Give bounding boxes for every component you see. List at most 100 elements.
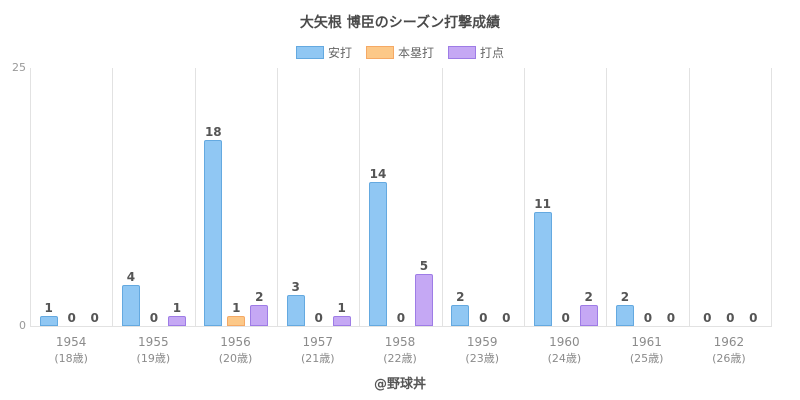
legend-swatch xyxy=(365,46,394,59)
bar-slot: 0 xyxy=(497,68,515,326)
bar-打点-1958[interactable] xyxy=(414,274,433,326)
bar-安打-1956[interactable] xyxy=(204,140,223,326)
value-label: 11 xyxy=(534,197,551,211)
legend-swatch xyxy=(448,46,476,59)
bar-slot: 18 xyxy=(204,68,223,326)
value-label: 1 xyxy=(337,301,346,315)
value-label: 4 xyxy=(126,270,136,284)
watermark-credit: @野球丼 xyxy=(373,377,426,392)
bar-slot: 0 xyxy=(698,68,716,326)
value-label: 18 xyxy=(204,125,222,139)
value-label: 1 xyxy=(232,301,241,315)
bar-slot: 11 xyxy=(533,68,552,326)
bar-group-1958: 14 0 5 xyxy=(359,68,441,326)
bar-slot: 0 xyxy=(392,68,410,326)
value-label: 0 xyxy=(67,311,76,325)
legend-label: 本塁打 xyxy=(397,46,434,60)
y-tick-max: 25 xyxy=(12,61,26,74)
bar-slot: 2 xyxy=(250,68,269,326)
x-category-label: 1958 (22歳) xyxy=(383,335,417,365)
bar-安打-1957[interactable] xyxy=(286,295,305,326)
x-category-label: 1956 (20歳) xyxy=(218,335,253,365)
value-label: 14 xyxy=(369,167,387,181)
x-category-label: 1961 (25歳) xyxy=(629,335,664,365)
bar-slot: 0 xyxy=(86,68,104,326)
x-axis-labels: 1954 (18歳) 1955 (19歳) 1956 (20歳) 1957 (21歳) 1958… xyxy=(30,333,770,368)
bar-slot: 2 xyxy=(615,68,634,326)
value-label: 1 xyxy=(172,301,182,315)
bar-slot: 14 xyxy=(368,68,387,326)
value-label: 0 xyxy=(502,311,511,325)
value-label: 5 xyxy=(419,259,429,273)
legend-item-1[interactable]: 本塁打 xyxy=(365,44,434,61)
value-label: 0 xyxy=(726,311,735,325)
x-category-label: 1962 (26歳) xyxy=(712,335,746,365)
value-label: 0 xyxy=(479,311,488,325)
bar-slot: 1 xyxy=(39,68,58,326)
bar-安打-1955[interactable] xyxy=(121,285,140,326)
x-category-label: 1957 (21歳) xyxy=(300,335,335,365)
value-label: 2 xyxy=(584,290,593,304)
bar-group-1960: 11 0 2 xyxy=(523,68,606,326)
bar-slot: 0 xyxy=(474,68,492,326)
y-tick-min: 0 xyxy=(19,319,26,332)
bar-slot: 0 xyxy=(744,68,762,326)
bar-打点-1956[interactable] xyxy=(250,305,269,326)
bar-安打-1954[interactable] xyxy=(39,316,58,326)
value-label: 2 xyxy=(255,290,264,304)
chart-title: 大矢根 博臣のシーズン打撃成績 xyxy=(299,15,501,31)
x-category-label: 1960 (24歳) xyxy=(547,335,582,365)
value-label: 0 xyxy=(314,311,323,325)
legend-label: 安打 xyxy=(327,46,352,60)
bar-slot: 0 xyxy=(662,68,680,326)
bar-打点-1957[interactable] xyxy=(332,316,351,326)
bar-slot: 4 xyxy=(121,68,140,326)
value-label: 1 xyxy=(44,301,53,315)
bar-slot: 0 xyxy=(557,68,575,326)
legend-swatch xyxy=(295,46,324,59)
bar-slot: 1 xyxy=(227,68,246,326)
bar-slot: 2 xyxy=(579,68,598,326)
value-label: 0 xyxy=(90,311,99,325)
x-category-label: 1954 (18歳) xyxy=(54,335,88,365)
value-label: 0 xyxy=(396,311,406,325)
bar-slot: 0 xyxy=(145,68,163,326)
value-label: 0 xyxy=(561,311,570,325)
bar-slot: 1 xyxy=(167,68,186,326)
x-category-label: 1955 (19歳) xyxy=(136,335,171,365)
bar-slot: 3 xyxy=(286,68,305,326)
value-label: 0 xyxy=(703,311,712,325)
bar-安打-1959[interactable] xyxy=(451,305,470,326)
bar-group-1956: 18 1 2 xyxy=(194,68,277,326)
value-label: 0 xyxy=(643,311,653,325)
legend-item-0[interactable]: 安打 xyxy=(295,44,352,61)
bar-安打-1960[interactable] xyxy=(533,212,552,326)
value-label: 2 xyxy=(456,290,465,304)
legend-item-2[interactable]: 打点 xyxy=(448,44,504,61)
bar-slot: 0 xyxy=(63,68,81,326)
bar-本塁打-1956[interactable] xyxy=(227,316,246,326)
legend-label: 打点 xyxy=(480,46,505,60)
bar-slot: 0 xyxy=(310,68,328,326)
bar-打点-1960[interactable] xyxy=(579,305,598,326)
bar-slot: 0 xyxy=(639,68,657,326)
bar-slot: 0 xyxy=(721,68,739,326)
x-category-label: 1959 (23歳) xyxy=(465,335,499,365)
value-label: 0 xyxy=(666,311,676,325)
value-label: 0 xyxy=(149,311,159,325)
value-label: 3 xyxy=(291,280,300,294)
bar-打点-1955[interactable] xyxy=(167,316,186,326)
bar-slot: 1 xyxy=(332,68,351,326)
legend: 安打 本塁打 打点 xyxy=(0,44,800,61)
bar-安打-1961[interactable] xyxy=(615,305,634,326)
bar-安打-1958[interactable] xyxy=(368,182,387,326)
bar-slot: 2 xyxy=(451,68,470,326)
plot-area: 1 0 0 4 0 1 18 1 2 3 0 1 14 0 5 2 0 0 11 0 2 2 0 0 0 0 0 xyxy=(30,68,772,327)
value-label: 2 xyxy=(620,290,630,304)
